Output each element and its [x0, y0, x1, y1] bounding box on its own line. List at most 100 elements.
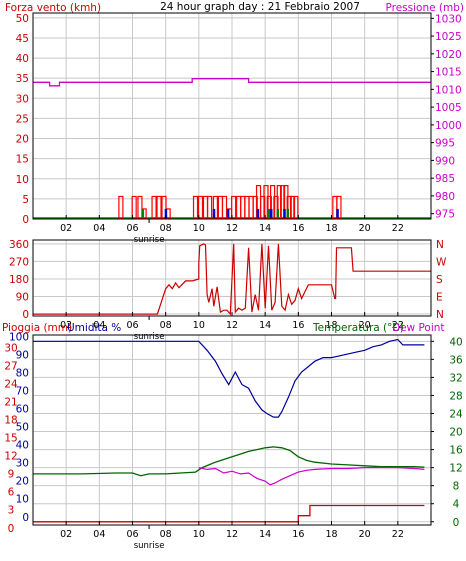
- wind-gust-bar: [141, 208, 144, 218]
- temperature-tick-label: 0: [453, 517, 460, 529]
- climate-panel-x-tick-label: 06: [126, 529, 138, 540]
- wind-bar: [217, 195, 223, 219]
- pressure-axis-ticks: 975 980 985 990 995 1000 1005 1010 1015 1020 1025 1…: [431, 13, 462, 221]
- pressure-axis-label: Pressione (mb): [385, 2, 464, 14]
- wind-tick-label: 20: [16, 134, 29, 146]
- compass-tick-label: E: [436, 292, 443, 304]
- wind-panel-x-tick-label: 02: [60, 223, 72, 234]
- direction-panel-x-tick-label: 12: [226, 320, 238, 331]
- wind-bar: [263, 185, 269, 219]
- wind-bar: [221, 195, 228, 219]
- humidity-tick-label: 40: [16, 440, 29, 452]
- wind-tick-label: 0: [22, 214, 29, 226]
- direction-panel-x-tick-label: 04: [93, 320, 105, 331]
- wind-bar: [202, 195, 209, 219]
- temperature-tick-label: 4: [453, 499, 460, 511]
- wind-tick-label: 45: [16, 33, 29, 45]
- direction-panel-x-tick-label: 08: [160, 320, 172, 331]
- wind-panel-x-tick-label: 20: [359, 223, 371, 234]
- direction-panel-x-axis: 02 04 06 08 10 12 14 16 18 20 22 sunrise: [60, 312, 404, 342]
- rain-tick-label: 15: [4, 433, 17, 445]
- compass-tick-label: N: [436, 239, 444, 251]
- direction-tick-label: 270: [9, 256, 29, 268]
- climate-panel-x-tick-label: 10: [193, 529, 205, 540]
- wind-tick-label: 50: [16, 13, 29, 25]
- wind-bar: [131, 195, 137, 219]
- temperature-tick-label: 32: [449, 372, 462, 384]
- temperature-tick-label: 8: [453, 481, 460, 493]
- compass-tick-label: W: [436, 256, 447, 268]
- pressure-tick-label: 1025: [435, 31, 462, 43]
- pressure-tick-label: 1000: [435, 120, 462, 132]
- wind-bar: [248, 195, 254, 219]
- wind-bar: [207, 195, 213, 219]
- direction-panel-x-tick-label: 18: [325, 320, 337, 331]
- wind-bar: [231, 195, 237, 219]
- wind-panel-x-tick-label: 04: [93, 223, 105, 234]
- wind-bar: [279, 185, 286, 219]
- wind-gust-bar: [286, 208, 290, 218]
- rain-axis-label: Pioggia (mm): [2, 322, 72, 334]
- wind-bar: [192, 195, 199, 219]
- wind-tick-label: 10: [16, 174, 29, 186]
- direction-panel-x-tick-label: 16: [292, 320, 304, 331]
- wind-bar: [137, 195, 143, 219]
- humidity-tick-label: 60: [16, 403, 29, 415]
- climate-panel-x-axis: 02 04 06 08 10 12 14 16 18 20 22 sunrise: [60, 521, 404, 551]
- wind-panel-x-tick-label: 12: [226, 223, 238, 234]
- direction-panel-x-tick-label: 10: [193, 320, 205, 331]
- wind-axis-ticks: 0 5 10 15 20 25 30 35 40 45 50: [16, 13, 29, 226]
- direction-tick-label: 0: [22, 309, 29, 321]
- humidity-line: [33, 338, 425, 418]
- rain-line: [33, 504, 425, 523]
- humidity-tick-label: 10: [16, 494, 29, 506]
- wind-bar: [293, 195, 299, 219]
- wind-bar: [161, 195, 167, 219]
- dewpoint-axis-label: Dew Point: [392, 322, 445, 334]
- direction-tick-label: 180: [9, 274, 29, 286]
- pressure-tick-label: 1005: [435, 102, 462, 114]
- pressure-tick-label: 975: [435, 209, 455, 221]
- humidity-tick-label: 0: [22, 512, 29, 524]
- wind-tick-label: 35: [16, 73, 29, 85]
- wind-bar: [197, 195, 204, 219]
- wind-gust-bar: [226, 208, 230, 218]
- wind-bar: [156, 195, 162, 219]
- pressure-tick-label: 1015: [435, 67, 462, 79]
- wind-bar: [276, 185, 282, 219]
- wind-bar: [260, 195, 266, 219]
- temperature-tick-label: 36: [449, 354, 463, 366]
- direction-panel-x-tick-label: 14: [259, 320, 271, 331]
- humidity-tick-label: 20: [16, 476, 29, 488]
- graph-title: 24 hour graph day : 21 Febbraio 2007: [160, 1, 360, 13]
- wind-bar: [151, 195, 157, 219]
- rain-tick-label: 18: [4, 414, 17, 426]
- wind-bar: [273, 195, 279, 219]
- direction-panel-x-sunrise-label: sunrise: [134, 332, 165, 342]
- rain-tick-label: 12: [4, 451, 17, 463]
- direction-panel-marks: [33, 243, 431, 316]
- wind-tick-label: 25: [16, 113, 29, 125]
- direction-panel-x-tick-label: 06: [126, 320, 138, 331]
- rain-tick-label: 9: [8, 469, 15, 481]
- climate-panel-x-tick-label: 22: [392, 529, 404, 540]
- pressure-tick-label: 1010: [435, 84, 462, 96]
- wind-panel-x-tick-label: 14: [259, 223, 271, 234]
- direction-line: [33, 243, 431, 316]
- wind-gust-bar: [267, 208, 270, 218]
- wind-gust-bar: [212, 208, 216, 218]
- rain-tick-label: 3: [8, 505, 15, 517]
- rain-tick-label: 27: [4, 360, 17, 372]
- direction-tick-label: 90: [16, 292, 29, 304]
- wind-bar: [289, 195, 296, 219]
- wind-tick-label: 40: [16, 53, 29, 65]
- climate-panel-marks: [33, 338, 425, 523]
- climate-panel-x-tick-label: 14: [259, 529, 271, 540]
- climate-panel-x-tick-label: 02: [60, 529, 72, 540]
- wind-bar: [240, 195, 246, 219]
- climate-panel-x-tick-label: 16: [292, 529, 304, 540]
